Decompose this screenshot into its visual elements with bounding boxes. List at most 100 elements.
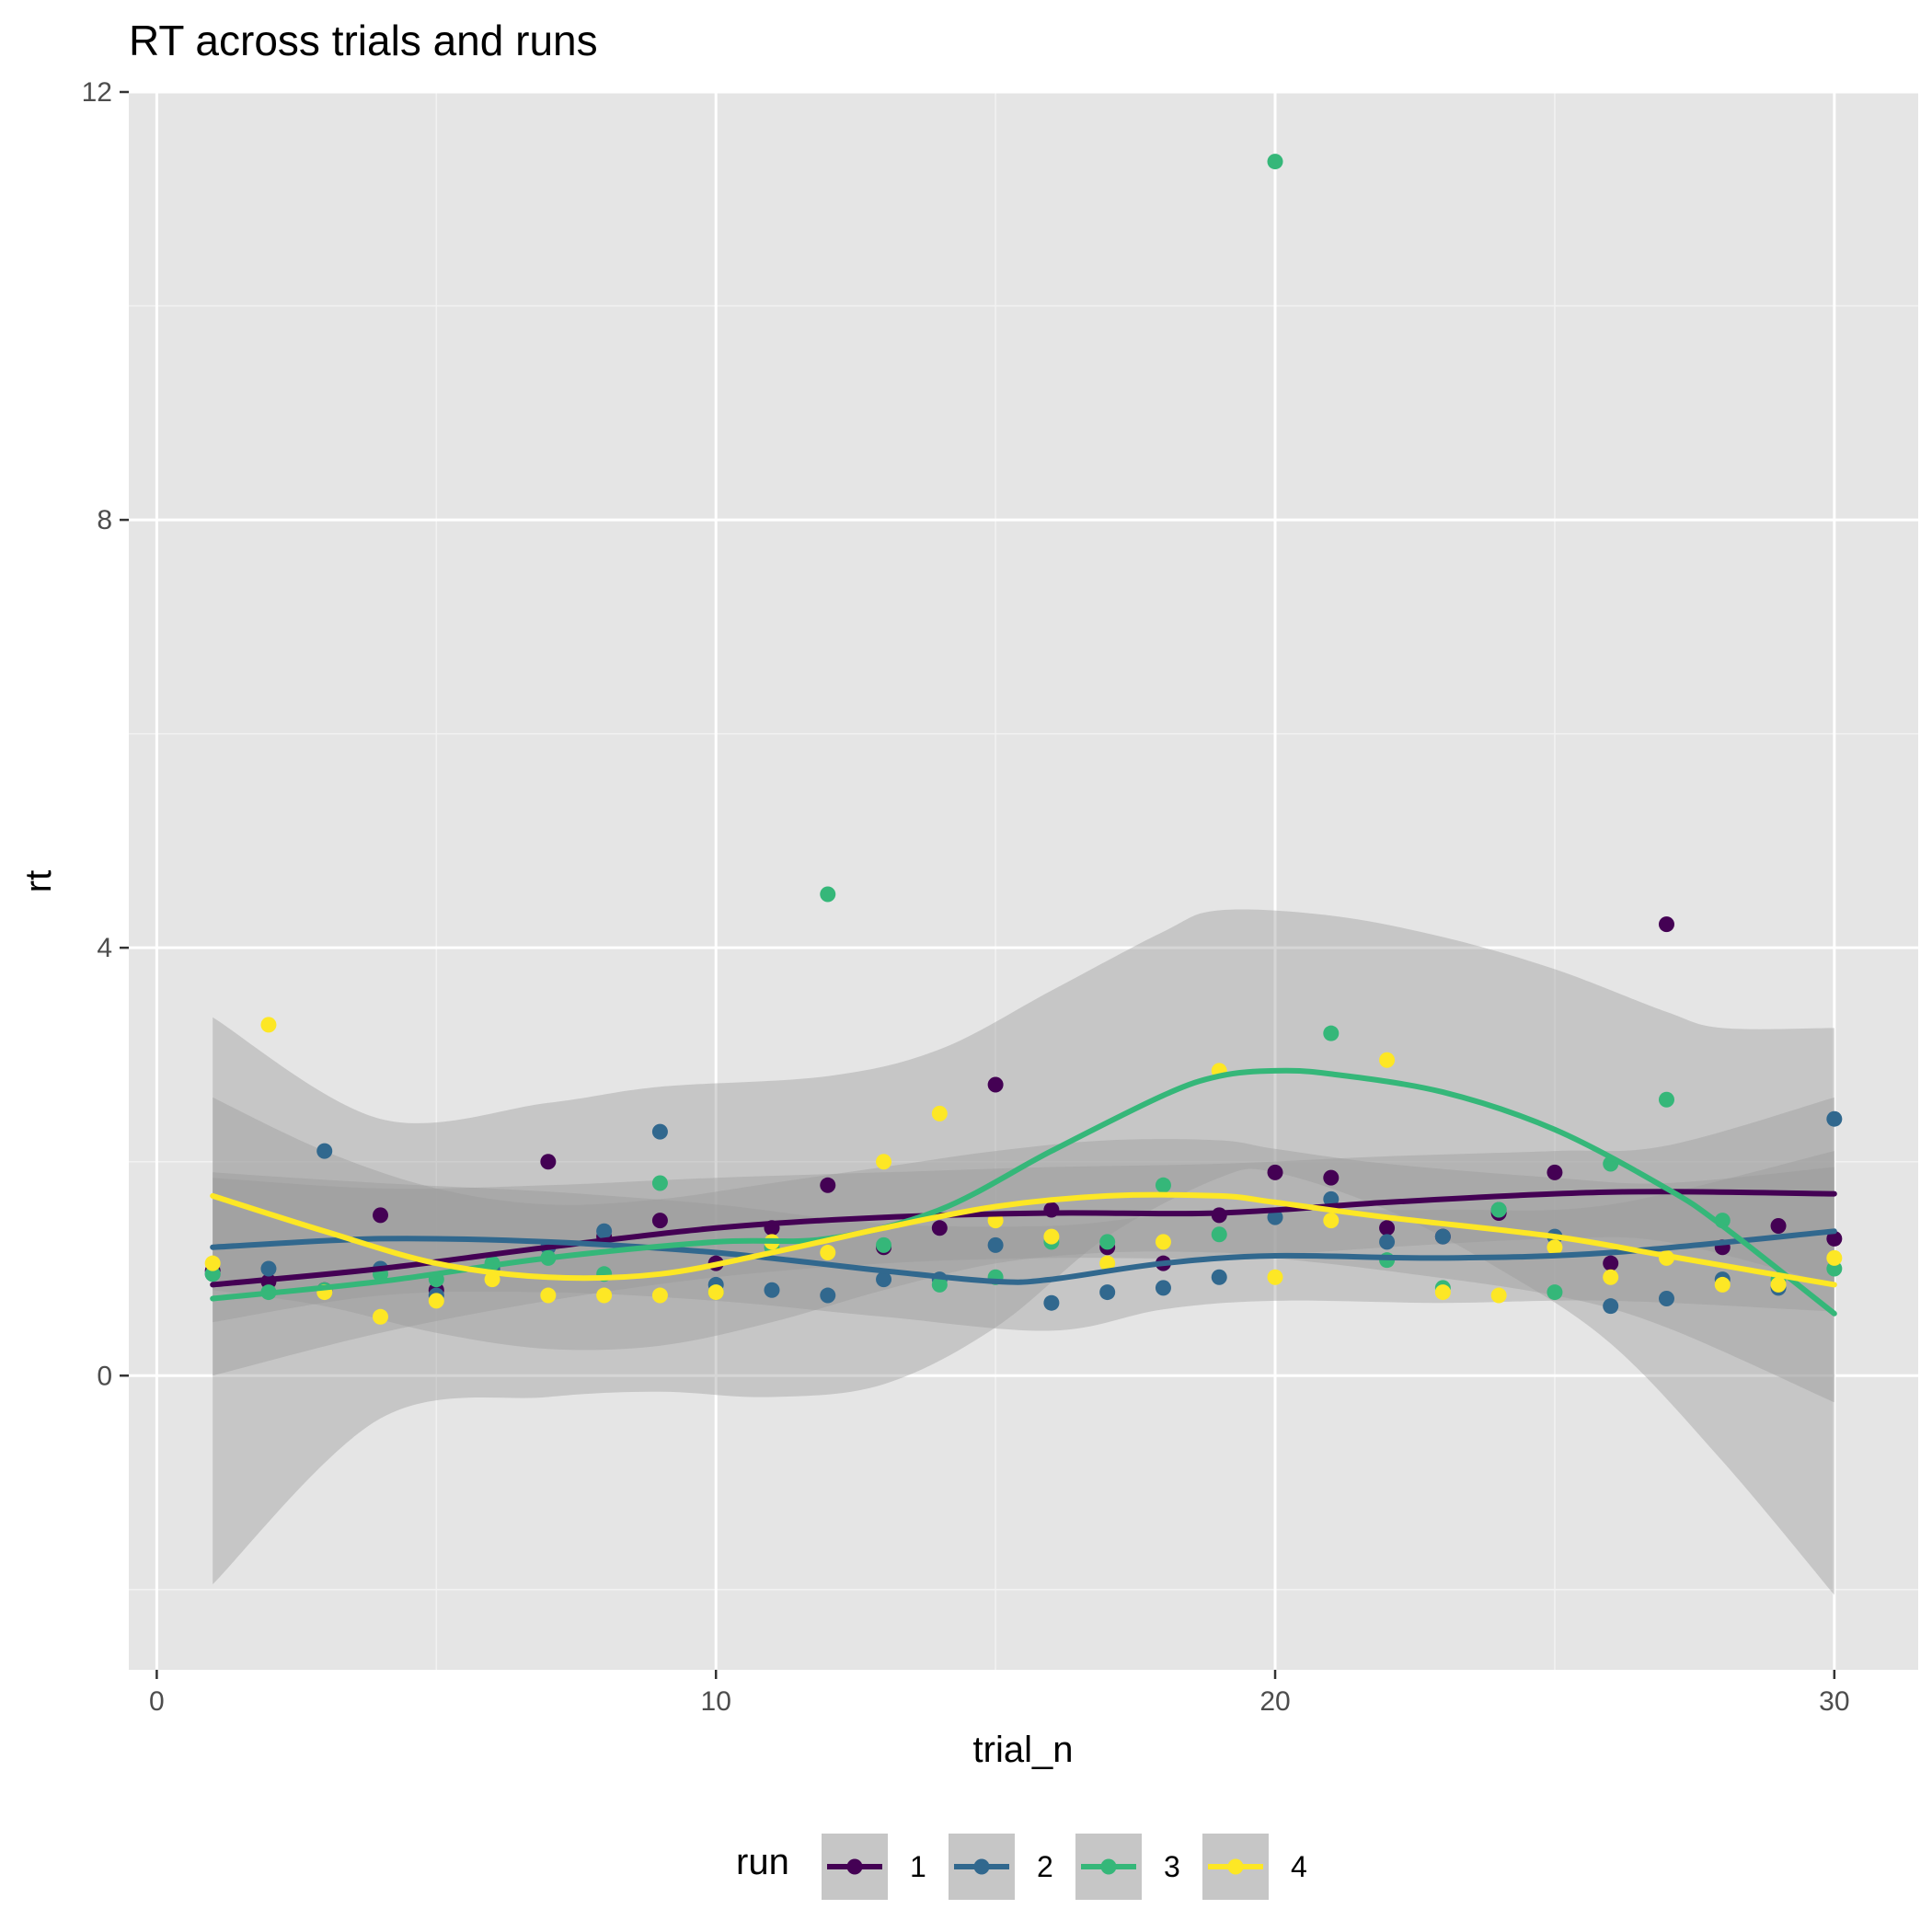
data-point-run-3 <box>1267 154 1283 170</box>
confidence-band-run-4 <box>213 1097 1834 1403</box>
data-point-run-2 <box>987 1236 1004 1253</box>
legend-label-run-3: 3 <box>1164 1850 1180 1883</box>
data-point-run-1 <box>1323 1169 1340 1186</box>
x-tick-label: 30 <box>1819 1686 1849 1717</box>
data-point-run-4 <box>1547 1239 1563 1256</box>
x-tick-label: 0 <box>149 1686 165 1717</box>
legend-key-point-run-3 <box>1100 1858 1117 1875</box>
data-point-run-3 <box>204 1266 221 1282</box>
smooth-line-run-1 <box>210 1189 1837 1288</box>
data-point-run-4 <box>1323 1213 1340 1229</box>
data-point-run-3 <box>1826 1260 1843 1277</box>
data-point-run-3 <box>1155 1177 1171 1193</box>
data-point-run-1 <box>651 1213 668 1229</box>
smooth-line-run-4 <box>210 1191 1837 1288</box>
x-tick-label: 10 <box>701 1686 731 1717</box>
data-point-run-2 <box>1099 1284 1116 1301</box>
confidence-band-run-2 <box>213 1151 1834 1331</box>
legend-label-run-2: 2 <box>1037 1850 1053 1883</box>
data-point-run-2 <box>651 1123 668 1140</box>
data-point-run-4 <box>1099 1255 1116 1271</box>
data-point-run-2 <box>1211 1269 1227 1285</box>
data-point-run-1 <box>1379 1220 1396 1236</box>
data-point-run-2 <box>596 1223 613 1239</box>
data-point-run-2 <box>260 1260 277 1277</box>
legend-key-point-run-1 <box>846 1858 863 1875</box>
y-tick-label: 12 <box>82 77 112 108</box>
data-point-run-2 <box>876 1271 892 1288</box>
data-point-run-1 <box>820 1177 836 1193</box>
x-tick-label: 20 <box>1259 1686 1290 1717</box>
data-point-run-4 <box>820 1245 836 1261</box>
data-point-run-1 <box>1267 1164 1283 1180</box>
data-point-run-3 <box>1490 1202 1507 1218</box>
data-point-run-3 <box>1323 1025 1340 1041</box>
data-point-run-2 <box>1379 1234 1396 1250</box>
data-point-run-3 <box>1547 1284 1563 1301</box>
smooth-lines <box>210 1067 1837 1317</box>
data-point-run-2 <box>1658 1291 1674 1307</box>
data-point-run-1 <box>540 1154 557 1170</box>
axes: 0 10 20 30 0 4 8 12 <box>82 77 1850 1717</box>
data-point-run-1 <box>373 1207 389 1224</box>
data-point-run-4 <box>596 1287 613 1304</box>
data-point-run-3 <box>1658 1091 1674 1108</box>
data-point-run-2 <box>764 1282 780 1298</box>
data-point-run-3 <box>651 1175 668 1191</box>
legend-label-run-4: 4 <box>1291 1850 1307 1883</box>
data-point-run-4 <box>260 1017 277 1033</box>
data-point-run-2 <box>1267 1209 1283 1225</box>
data-point-run-4 <box>1434 1284 1451 1301</box>
data-point-run-4 <box>540 1287 557 1304</box>
legend-key-point-run-4 <box>1227 1858 1244 1875</box>
data-point-run-2 <box>1826 1110 1843 1127</box>
data-point-run-4 <box>373 1308 389 1325</box>
data-point-run-3 <box>820 886 836 903</box>
data-point-run-4 <box>428 1293 444 1309</box>
legend-title: run <box>736 1842 789 1882</box>
data-point-run-1 <box>987 1076 1004 1093</box>
data-point-run-4 <box>1155 1234 1171 1250</box>
confidence-band-run-3 <box>213 909 1834 1595</box>
y-tick-label: 4 <box>97 933 112 963</box>
smooth-line-run-3 <box>210 1067 1837 1317</box>
data-point-run-4 <box>1490 1287 1507 1304</box>
data-point-run-4 <box>1603 1269 1619 1285</box>
data-point-run-4 <box>1379 1052 1396 1068</box>
grid-lines <box>129 90 1918 1670</box>
data-point-run-1 <box>1547 1164 1563 1180</box>
data-point-run-4 <box>1714 1276 1731 1293</box>
confidence-band-run-1 <box>213 1097 1834 1376</box>
data-point-run-4 <box>931 1105 948 1121</box>
data-point-run-4 <box>1826 1249 1843 1266</box>
data-point-run-4 <box>707 1284 724 1301</box>
x-axis-title: trial_n <box>973 1730 1074 1770</box>
data-point-run-4 <box>651 1287 668 1304</box>
data-point-run-2 <box>1155 1280 1171 1296</box>
y-axis-title: rt <box>18 870 59 892</box>
legend: run 1 2 3 4 <box>736 1834 1307 1900</box>
chart-title: RT across trials and runs <box>129 17 598 64</box>
data-point-run-3 <box>931 1276 948 1293</box>
data-point-run-4 <box>1770 1276 1787 1293</box>
data-point-run-2 <box>820 1287 836 1304</box>
data-point-run-4 <box>876 1154 892 1170</box>
confidence-bands <box>213 909 1834 1595</box>
data-point-run-4 <box>204 1255 221 1271</box>
data-point-run-4 <box>1267 1269 1283 1285</box>
data-point-run-1 <box>1603 1255 1619 1271</box>
data-point-run-3 <box>876 1236 892 1253</box>
data-point-run-2 <box>1043 1294 1060 1311</box>
y-tick-label: 0 <box>97 1361 112 1391</box>
data-point-run-2 <box>316 1143 333 1159</box>
data-point-run-2 <box>1323 1190 1340 1207</box>
y-tick-label: 8 <box>97 505 112 535</box>
data-point-run-2 <box>1434 1228 1451 1245</box>
legend-label-run-1: 1 <box>910 1850 926 1883</box>
data-point-run-1 <box>931 1220 948 1236</box>
data-point-run-2 <box>1603 1298 1619 1315</box>
data-point-run-1 <box>1658 916 1674 933</box>
data-point-run-1 <box>1770 1217 1787 1234</box>
data-point-run-3 <box>1211 1226 1227 1243</box>
